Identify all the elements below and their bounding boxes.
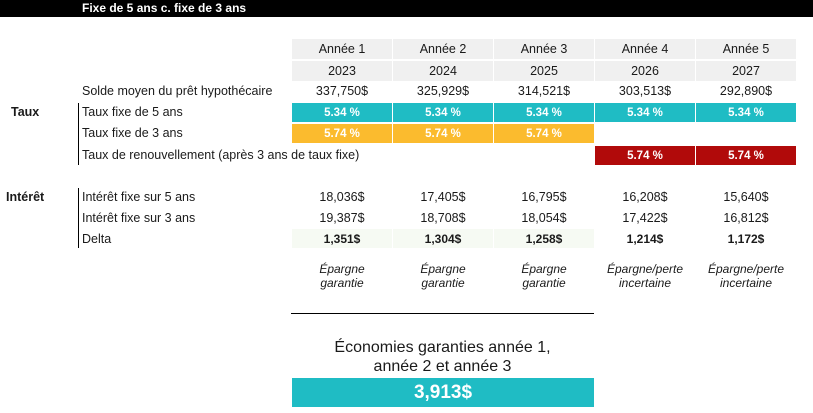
year-1: 2023 [292, 61, 392, 81]
taux-divider [78, 103, 79, 165]
fixed5-rate-5: 5.34 % [696, 103, 796, 122]
note-2-line1: Épargne [420, 262, 466, 276]
fixed5-interest-4: 16,208$ [622, 190, 668, 204]
note-3: Épargne garantie [494, 262, 594, 290]
fixed3-interest-5: 16,812$ [723, 211, 769, 225]
fixed5-interest-2: 17,405$ [420, 190, 466, 204]
year-label-3: Année 3 [494, 39, 594, 59]
fixed5-rate-2: 5.34 % [393, 103, 493, 122]
fixed3-rate-label: Taux fixe de 3 ans [82, 126, 183, 140]
savings-separator [291, 313, 594, 314]
fixed3-interest-3: 18,054$ [521, 211, 567, 225]
delta-1: 1,351$ [292, 229, 392, 248]
note-2-line2: garantie [421, 276, 465, 290]
fixed3-rate-2: 5.74 % [393, 124, 493, 143]
fixed5-rate-1: 5.34 % [292, 103, 392, 122]
savings-label-line1: Économies garanties année 1, [334, 339, 551, 356]
note-3-line1: Épargne [521, 262, 567, 276]
balance-value-2: 325,929$ [416, 84, 470, 98]
year-2: 2024 [393, 61, 493, 81]
page-title: Fixe de 5 ans c. fixe de 3 ans [82, 1, 247, 15]
note-1-line2: garantie [320, 276, 364, 290]
taux-group-label: Taux [11, 105, 40, 119]
note-3-line2: garantie [522, 276, 566, 290]
delta-4: 1,214$ [595, 229, 695, 248]
savings-label-line2: année 2 et année 3 [373, 358, 512, 375]
year-label-1: Année 1 [292, 39, 392, 59]
balance-value-4: 303,513$ [618, 84, 672, 98]
fixed5-interest-label: Intérêt fixe sur 5 ans [82, 190, 196, 204]
renewal-rate-4: 5.74 % [595, 146, 695, 165]
fixed5-rate-3: 5.34 % [494, 103, 594, 122]
delta-5: 1,172$ [696, 229, 796, 248]
delta-2: 1,304$ [393, 229, 493, 248]
fixed3-interest-1: 19,387$ [319, 211, 365, 225]
note-4-line1: Épargne/perte [606, 262, 684, 276]
fixed3-rate-3: 5.74 % [494, 124, 594, 143]
year-5: 2027 [696, 61, 796, 81]
note-5-line1: Épargne/perte [707, 262, 785, 276]
delta-label: Delta [82, 232, 112, 246]
renewal-rate-label: Taux de renouvellement (après 3 ans de t… [82, 148, 360, 162]
note-4: Épargne/perte incertaine [595, 262, 695, 290]
note-5: Épargne/perte incertaine [696, 262, 796, 290]
year-4: 2026 [595, 61, 695, 81]
fixed5-interest-1: 18,036$ [319, 190, 365, 204]
year-label-2: Année 2 [393, 39, 493, 59]
fixed3-interest-2: 18,708$ [420, 211, 466, 225]
note-4-line2: incertaine [618, 276, 672, 290]
year-label-4: Année 4 [595, 39, 695, 59]
balance-value-5: 292,890$ [719, 84, 773, 98]
year-label-5: Année 5 [696, 39, 796, 59]
savings-label: Économies garanties année 1, année 2 et … [291, 338, 594, 376]
savings-total: 3,913$ [292, 378, 594, 407]
note-1: Épargne garantie [292, 262, 392, 290]
note-5-line2: incertaine [719, 276, 773, 290]
renewal-rate-5: 5.74 % [696, 146, 796, 165]
balance-value-1: 337,750$ [315, 84, 369, 98]
fixed5-interest-5: 15,640$ [723, 190, 769, 204]
note-2: Épargne garantie [393, 262, 493, 290]
delta-3: 1,258$ [494, 229, 594, 248]
fixed3-rate-1: 5.74 % [292, 124, 392, 143]
year-3: 2025 [494, 61, 594, 81]
balance-value-3: 314,521$ [517, 84, 571, 98]
balance-label: Solde moyen du prêt hypothécaire [82, 84, 273, 98]
fixed5-interest-3: 16,795$ [521, 190, 567, 204]
note-1-line1: Épargne [319, 262, 365, 276]
interet-divider [78, 188, 79, 248]
fixed3-interest-label: Intérêt fixe sur 3 ans [82, 211, 196, 225]
fixed5-rate-label: Taux fixe de 5 ans [82, 105, 183, 119]
title-bar: Fixe de 5 ans c. fixe de 3 ans [0, 0, 813, 17]
fixed5-rate-4: 5.34 % [595, 103, 695, 122]
interet-group-label: Intérêt [6, 190, 45, 204]
fixed3-interest-4: 17,422$ [622, 211, 668, 225]
